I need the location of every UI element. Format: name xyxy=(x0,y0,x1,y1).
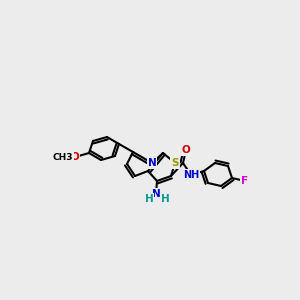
Text: H: H xyxy=(145,194,153,204)
Text: F: F xyxy=(242,176,249,186)
Text: O: O xyxy=(70,152,80,162)
Text: O: O xyxy=(182,145,190,155)
Text: H: H xyxy=(160,194,169,204)
Text: N: N xyxy=(152,189,160,199)
Text: N: N xyxy=(148,158,156,168)
Text: NH: NH xyxy=(183,170,199,180)
Text: S: S xyxy=(171,158,179,168)
Text: CH3: CH3 xyxy=(53,152,73,161)
